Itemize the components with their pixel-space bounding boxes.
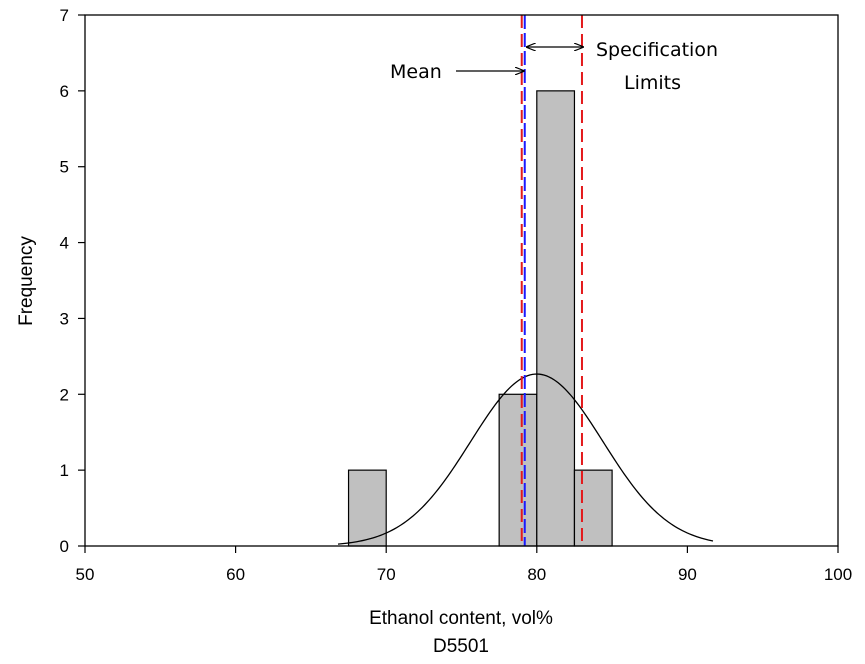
x-tick-label: 70 [377, 565, 396, 584]
x-tick-label: 100 [824, 565, 852, 584]
tick-labels: 50 60 70 80 90 100 0 1 2 3 4 5 6 7 [60, 6, 853, 584]
x-tick-label: 60 [226, 565, 245, 584]
y-tick-label: 0 [60, 537, 69, 556]
y-tick-label: 5 [60, 158, 69, 177]
spec-limits-label-line2: Limits [624, 72, 681, 94]
x-tick-label: 80 [527, 565, 546, 584]
x-axis-title: Ethanol content, vol% [369, 608, 553, 629]
axes [84, 14, 839, 547]
histogram-bar-4 [573, 469, 613, 547]
histogram-bar-3 [536, 90, 576, 547]
mean-label: Mean [390, 61, 442, 83]
y-tick-label: 1 [60, 461, 69, 480]
y-tick-label: 4 [60, 234, 69, 253]
plot-frame [84, 14, 839, 547]
y-tick-label: 6 [60, 82, 69, 101]
reference-lines-layer [520, 15, 583, 546]
y-axis-title: Frequency [16, 236, 37, 326]
x-tick-label: 50 [76, 565, 95, 584]
y-tick-label: 2 [60, 385, 69, 404]
x-axis-title-line2: D5501 [433, 636, 489, 657]
y-tick-label: 3 [60, 309, 69, 328]
histogram-bars [347, 90, 613, 547]
y-tick-label: 7 [60, 6, 69, 25]
histogram-bar-1 [347, 469, 387, 547]
histogram-bar-2 [498, 393, 538, 547]
annotations: Mean Specification Limits [390, 39, 718, 94]
x-tick-label: 90 [678, 565, 697, 584]
spec-limits-label-line1: Specification [596, 39, 718, 61]
